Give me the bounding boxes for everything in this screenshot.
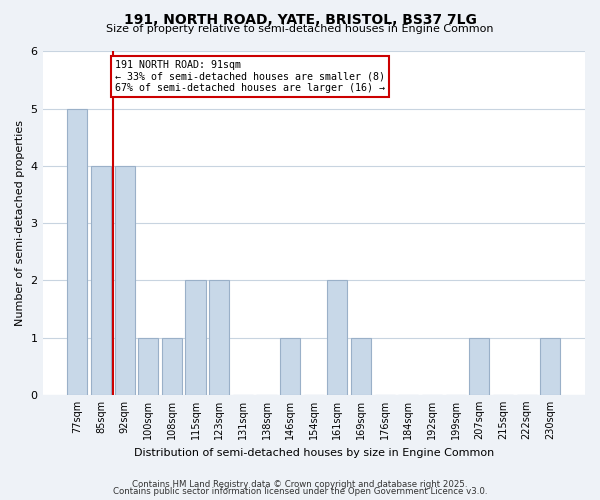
Bar xyxy=(540,338,560,395)
Bar xyxy=(67,108,88,395)
X-axis label: Distribution of semi-detached houses by size in Engine Common: Distribution of semi-detached houses by … xyxy=(134,448,494,458)
Text: Size of property relative to semi-detached houses in Engine Common: Size of property relative to semi-detach… xyxy=(106,24,494,34)
Bar xyxy=(469,338,490,395)
Bar xyxy=(185,280,206,395)
Bar xyxy=(138,338,158,395)
Text: 191, NORTH ROAD, YATE, BRISTOL, BS37 7LG: 191, NORTH ROAD, YATE, BRISTOL, BS37 7LG xyxy=(124,12,476,26)
Bar xyxy=(162,338,182,395)
Text: Contains HM Land Registry data © Crown copyright and database right 2025.: Contains HM Land Registry data © Crown c… xyxy=(132,480,468,489)
Text: Contains public sector information licensed under the Open Government Licence v3: Contains public sector information licen… xyxy=(113,488,487,496)
Text: 191 NORTH ROAD: 91sqm
← 33% of semi-detached houses are smaller (8)
67% of semi-: 191 NORTH ROAD: 91sqm ← 33% of semi-deta… xyxy=(115,60,385,94)
Bar xyxy=(91,166,111,395)
Bar xyxy=(115,166,134,395)
Bar xyxy=(280,338,300,395)
Bar xyxy=(209,280,229,395)
Bar xyxy=(328,280,347,395)
Y-axis label: Number of semi-detached properties: Number of semi-detached properties xyxy=(15,120,25,326)
Bar xyxy=(351,338,371,395)
